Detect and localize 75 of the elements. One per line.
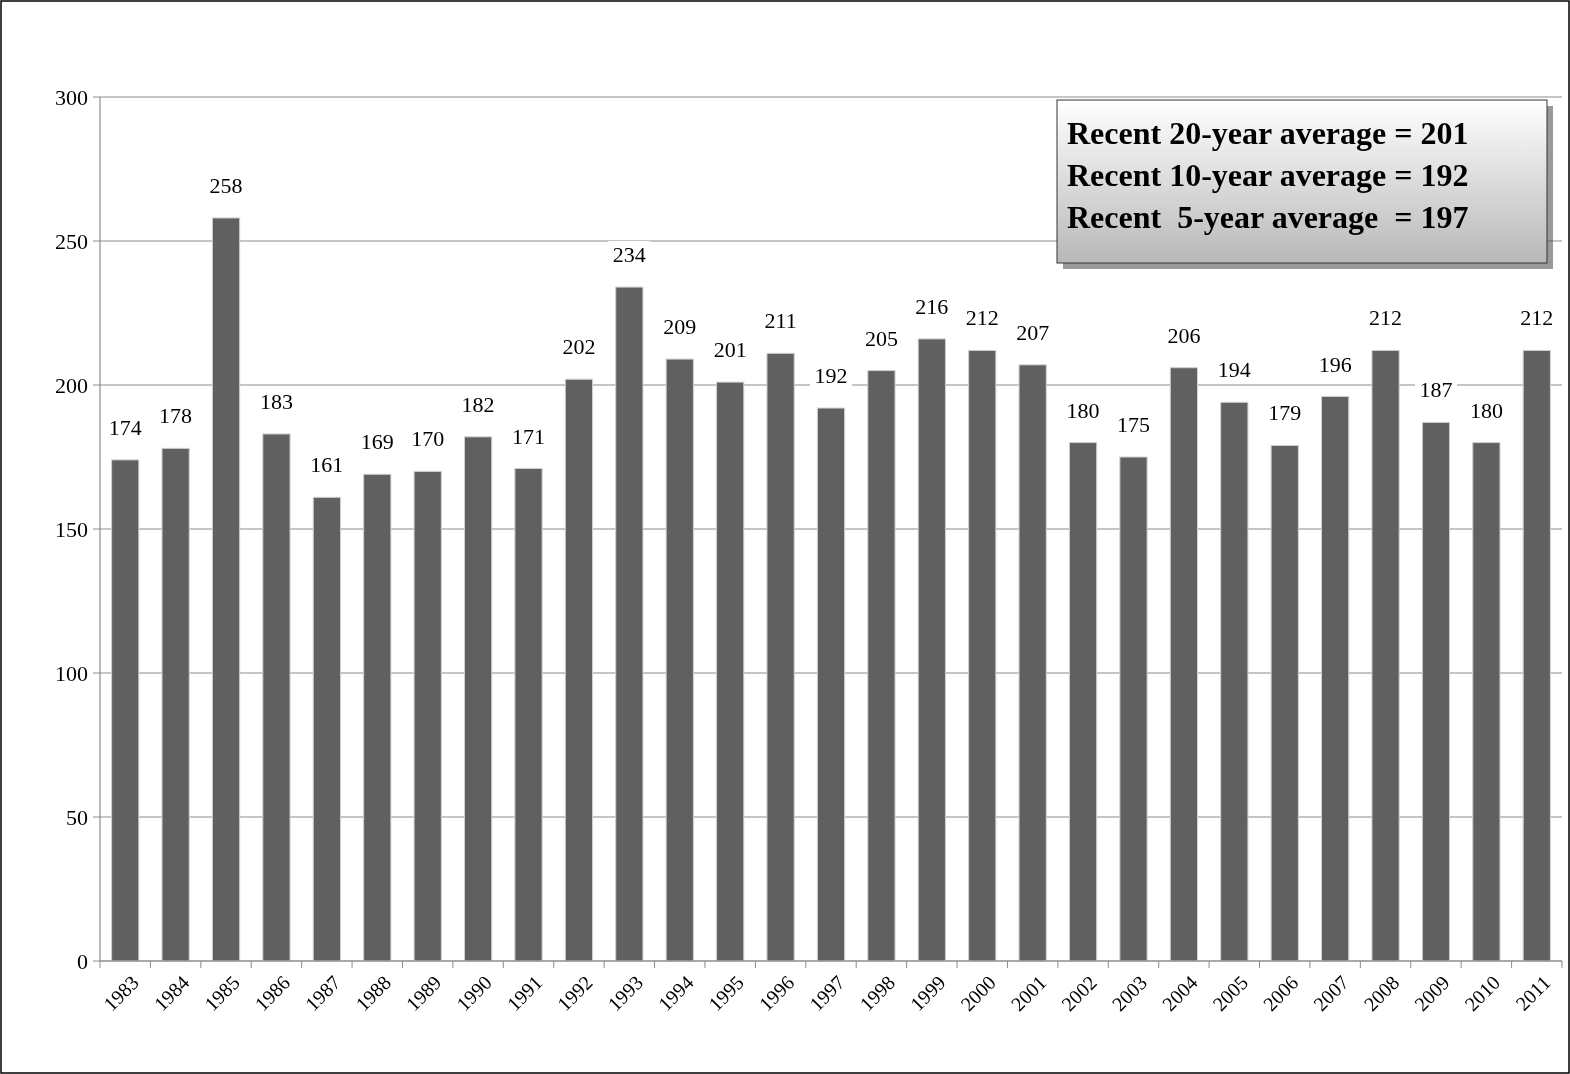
data-label: 170 bbox=[411, 426, 445, 452]
data-label: 196 bbox=[1318, 351, 1352, 377]
y-tick-label: 200 bbox=[55, 372, 88, 398]
data-label: 202 bbox=[562, 334, 596, 360]
bar bbox=[816, 407, 846, 962]
data-label: 178 bbox=[159, 403, 193, 429]
data-label: 179 bbox=[1268, 400, 1302, 426]
data-label: 212 bbox=[1369, 305, 1403, 331]
bar bbox=[463, 436, 493, 962]
y-tick-label: 100 bbox=[55, 660, 88, 686]
bar bbox=[867, 370, 896, 962]
bar bbox=[1421, 421, 1451, 962]
bar bbox=[1068, 442, 1098, 962]
bar bbox=[1472, 442, 1501, 962]
y-tick-label: 250 bbox=[55, 228, 88, 254]
bar bbox=[1169, 367, 1198, 962]
y-tick-label: 0 bbox=[77, 948, 88, 974]
bar bbox=[1321, 396, 1350, 962]
data-label: 212 bbox=[1520, 305, 1554, 331]
data-label: 182 bbox=[461, 391, 495, 417]
data-label: 206 bbox=[1167, 322, 1201, 348]
bar bbox=[766, 352, 795, 962]
bar bbox=[1522, 349, 1551, 962]
data-label: 209 bbox=[663, 314, 697, 340]
annotation: Recent 20-year average = 201 bbox=[1067, 115, 1469, 151]
data-label: 192 bbox=[814, 363, 848, 389]
data-label: 180 bbox=[1066, 397, 1100, 423]
bar bbox=[363, 473, 392, 962]
bar bbox=[262, 433, 291, 962]
bar bbox=[211, 217, 241, 962]
bar bbox=[514, 468, 543, 962]
bar bbox=[968, 349, 997, 962]
bar bbox=[665, 358, 694, 962]
annotation: Recent 5-year average = 197 bbox=[1067, 199, 1469, 235]
data-label: 207 bbox=[1016, 319, 1050, 345]
x-tick-label: 1990 bbox=[452, 971, 496, 1016]
x-tick-label: 2011 bbox=[1511, 971, 1555, 1015]
data-label: 180 bbox=[1469, 397, 1503, 423]
bar bbox=[1018, 364, 1047, 962]
x-tick-label: 1983 bbox=[99, 971, 143, 1016]
data-label: 161 bbox=[310, 452, 344, 478]
bar bbox=[917, 338, 946, 962]
bar bbox=[564, 378, 594, 962]
x-tick-label: 1989 bbox=[401, 971, 446, 1016]
data-label: 175 bbox=[1116, 412, 1150, 437]
data-label: 205 bbox=[864, 325, 898, 351]
bar bbox=[716, 381, 745, 962]
data-label: 169 bbox=[360, 429, 394, 455]
y-tick-label: 300 bbox=[55, 84, 88, 110]
bar bbox=[1270, 444, 1299, 962]
data-label: 174 bbox=[108, 414, 142, 440]
bar bbox=[161, 447, 190, 962]
data-label: 187 bbox=[1419, 377, 1453, 403]
data-label: 194 bbox=[1217, 357, 1251, 383]
data-label: 216 bbox=[915, 293, 949, 319]
bar bbox=[1220, 401, 1249, 962]
data-label: 211 bbox=[764, 308, 797, 334]
bar bbox=[1371, 349, 1400, 962]
x-tick-label: 1992 bbox=[552, 971, 597, 1016]
bar bbox=[615, 286, 644, 962]
bar bbox=[413, 470, 442, 962]
data-label: 183 bbox=[259, 388, 293, 414]
annotation: Recent 10-year average = 192 bbox=[1067, 157, 1469, 193]
data-label: 201 bbox=[713, 337, 747, 363]
bar bbox=[312, 496, 341, 962]
y-tick-label: 50 bbox=[66, 804, 88, 830]
data-label: 258 bbox=[209, 172, 243, 198]
data-label: 234 bbox=[612, 242, 646, 268]
x-tick-label: 1999 bbox=[905, 971, 950, 1016]
bar bbox=[111, 459, 140, 962]
x-tick-label: 1991 bbox=[502, 971, 547, 1016]
data-label: 212 bbox=[965, 305, 999, 331]
data-label: 171 bbox=[512, 423, 546, 449]
y-tick-label: 150 bbox=[55, 516, 88, 542]
bar bbox=[1119, 456, 1148, 962]
